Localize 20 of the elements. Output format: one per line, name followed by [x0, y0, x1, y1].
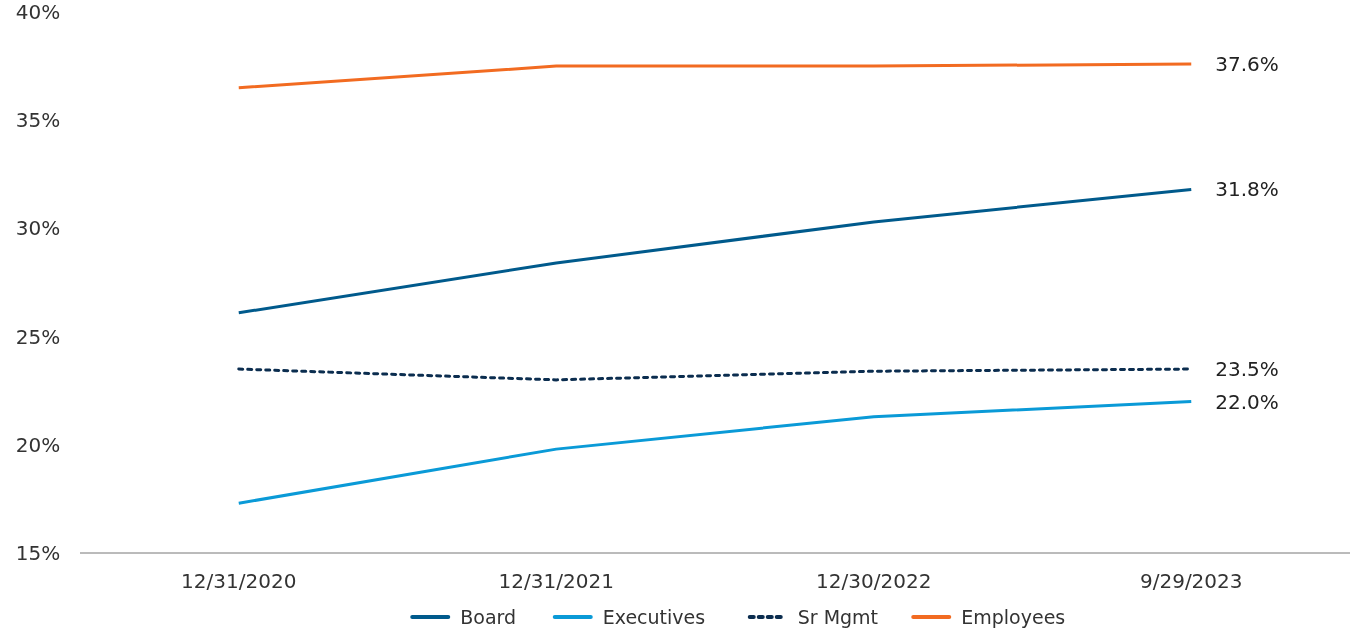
legend-label: Board — [460, 606, 517, 628]
line-series — [237, 187, 1193, 315]
y-tick-label: 40% — [15, 0, 61, 24]
x-tick-label: 12/31/2020 — [181, 569, 297, 593]
legend-label: Executives — [602, 606, 706, 628]
legend-label: Sr Mgmt — [797, 606, 879, 628]
y-tick-label: 20% — [15, 432, 61, 457]
legend-label: Employees — [961, 606, 1066, 628]
x-tick-label: 9/29/2023 — [1139, 569, 1243, 593]
data-label: 23.5% — [1215, 357, 1279, 382]
y-tick-label: 25% — [15, 324, 61, 349]
y-tick-label: 30% — [15, 216, 61, 241]
data-label: 22.0% — [1215, 389, 1279, 414]
data-label: 37.6% — [1215, 51, 1279, 76]
data-label: 31.8% — [1215, 177, 1279, 202]
x-tick-label: 12/30/2022 — [816, 569, 932, 593]
x-tick-label: 12/31/2021 — [498, 569, 614, 593]
y-tick-label: 35% — [15, 108, 61, 133]
y-tick-label: 15% — [15, 541, 61, 565]
line-series — [237, 400, 1193, 505]
